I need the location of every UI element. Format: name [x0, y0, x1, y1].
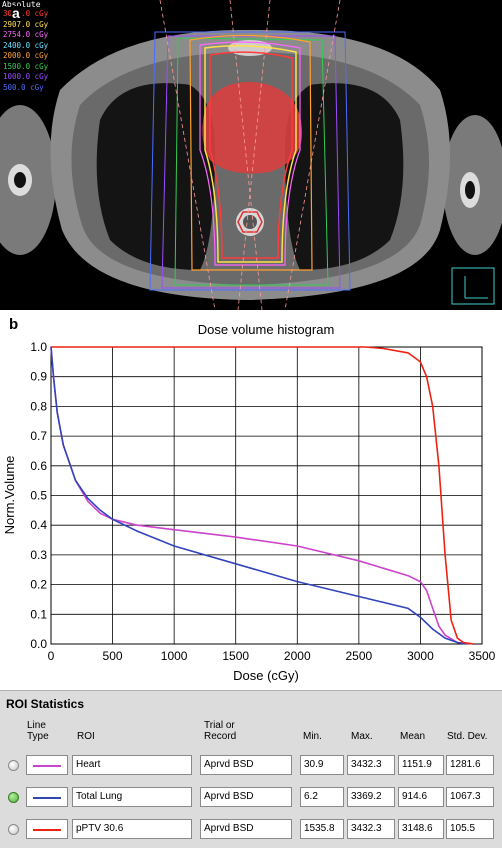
isodose-legend: 3060.0 cGy 2907.0 cGy 2754.0 cGy 2400.0 cGy…	[3, 9, 48, 93]
x-tick-labels: 0 500 1000 1500 2000 2500 3000 3500	[48, 649, 496, 663]
roi-cell-max: 3432.3	[347, 819, 395, 839]
header-mean: Mean	[400, 731, 426, 742]
line-type-swatch-box[interactable]	[26, 787, 68, 807]
isodose-legend-entry: 2907.0 cGy	[3, 19, 49, 29]
x-axis-title: Dose (cGy)	[233, 668, 299, 683]
line-type-swatch	[33, 765, 61, 767]
grid-lines	[51, 347, 482, 644]
isodose-legend-entry: 2000.0 cGy	[3, 51, 49, 60]
roi-select-radio[interactable]	[8, 824, 19, 835]
roi-cell-mean: 914.6	[398, 787, 444, 807]
roi-cell-min: 6.2	[300, 787, 344, 807]
isodose-legend-entry: 1000.0 cGy	[3, 72, 49, 81]
roi-cell-min: 30.9	[300, 755, 344, 775]
y-tick-labels: 0.0 0.1 0.2 0.3 0.4 0.5 0.6 0.7 0.8 0.9 1.0	[30, 340, 47, 651]
roi-cell-max: 3369.2	[347, 787, 395, 807]
line-type-swatch	[33, 797, 61, 799]
y-tick-label: 0.3	[30, 548, 47, 562]
panel-a-label: a	[11, 5, 21, 21]
isodose-legend-entry: 1500.0 cGy	[3, 61, 49, 71]
x-tick-label: 2500	[346, 649, 373, 663]
x-tick-label: 500	[103, 649, 123, 663]
x-tick-label: 0	[48, 649, 55, 663]
y-tick-label: 0.9	[30, 370, 47, 384]
y-axis-title: Norm.Volume	[2, 456, 17, 535]
x-tick-label: 3500	[469, 649, 496, 663]
y-tick-label: 0.0	[30, 637, 47, 651]
y-tick-label: 0.1	[30, 607, 47, 621]
isodose-legend-entry: 500.0 cGy	[3, 82, 44, 92]
dvh-chart: Dose volume histogram 0 500 1000 1500 2000 25…	[2, 322, 496, 683]
roi-cell-roi: Total Lung	[72, 787, 192, 807]
header-roi: ROI	[77, 731, 95, 742]
header-std-dev: Std. Dev.	[447, 731, 488, 742]
y-tick-label: 0.6	[30, 459, 47, 473]
header-trial: Trial or Record	[204, 720, 237, 742]
roi-row: pPTV 30.6 Aprvd BSD 1535.8 3432.3 3148.6 105.…	[0, 819, 502, 843]
x-tick-label: 1000	[161, 649, 188, 663]
roi-cell-max: 3432.3	[347, 755, 395, 775]
header-min: Min.	[303, 731, 322, 742]
roi-row: Total Lung Aprvd BSD 6.2 3369.2 914.6 1067.3	[0, 787, 502, 811]
roi-cell-trial: Aprvd BSD	[200, 819, 292, 839]
x-tick-label: 2000	[284, 649, 311, 663]
roi-row: Heart Aprvd BSD 30.9 3432.3 1151.9 1281.6	[0, 755, 502, 779]
ct-image-panel: Absolute 3060.0 cGy 2907.0 cGy 2754.0 cGy 2…	[0, 0, 502, 310]
roi-select-radio[interactable]	[8, 792, 19, 803]
y-tick-label: 0.8	[30, 399, 47, 413]
roi-cell-roi: Heart	[72, 755, 192, 775]
roi-cell-mean: 3148.6	[398, 819, 444, 839]
line-type-swatch	[33, 829, 61, 831]
y-tick-label: 0.4	[30, 518, 47, 532]
header-line-type: Line Type	[27, 720, 49, 742]
x-tick-label: 3000	[407, 649, 434, 663]
roi-cell-std: 105.5	[446, 819, 494, 839]
series-line-pptv-30-6	[51, 346, 474, 645]
isodose-legend-entry: 2400.0 cGy	[3, 40, 49, 50]
roi-cell-std: 1067.3	[446, 787, 494, 807]
roi-cell-min: 1535.8	[300, 819, 344, 839]
y-tick-label: 0.2	[30, 578, 47, 592]
roi-cell-trial: Aprvd BSD	[200, 787, 292, 807]
ct-dose-mode-label: Absolute	[2, 0, 41, 9]
panel-b-label: b	[9, 316, 19, 333]
roi-statistics-panel: ROI Statistics Line Type ROI Trial or Re…	[0, 690, 502, 848]
roi-cell-mean: 1151.9	[398, 755, 444, 775]
isodose-legend-entry: 3060.0 cGy	[3, 9, 49, 18]
y-tick-label: 0.7	[30, 429, 47, 443]
isodose-legend-entry: 2754.0 cGy	[3, 30, 49, 39]
chart-title: Dose volume histogram	[198, 322, 335, 337]
roi-statistics-title: ROI Statistics	[6, 697, 85, 711]
dvh-curves	[50, 346, 474, 645]
roi-select-radio[interactable]	[8, 760, 19, 771]
line-type-swatch-box[interactable]	[26, 819, 68, 839]
roi-cell-trial: Aprvd BSD	[200, 755, 292, 775]
x-tick-label: 1500	[222, 649, 249, 663]
y-tick-label: 1.0	[30, 340, 47, 354]
y-tick-label: 0.5	[30, 489, 47, 503]
header-max: Max.	[351, 731, 373, 742]
roi-cell-roi: pPTV 30.6	[72, 819, 192, 839]
roi-cell-std: 1281.6	[446, 755, 494, 775]
ct-axial-slice	[0, 0, 502, 310]
line-type-swatch-box[interactable]	[26, 755, 68, 775]
series-line-total-lung	[50, 346, 467, 645]
